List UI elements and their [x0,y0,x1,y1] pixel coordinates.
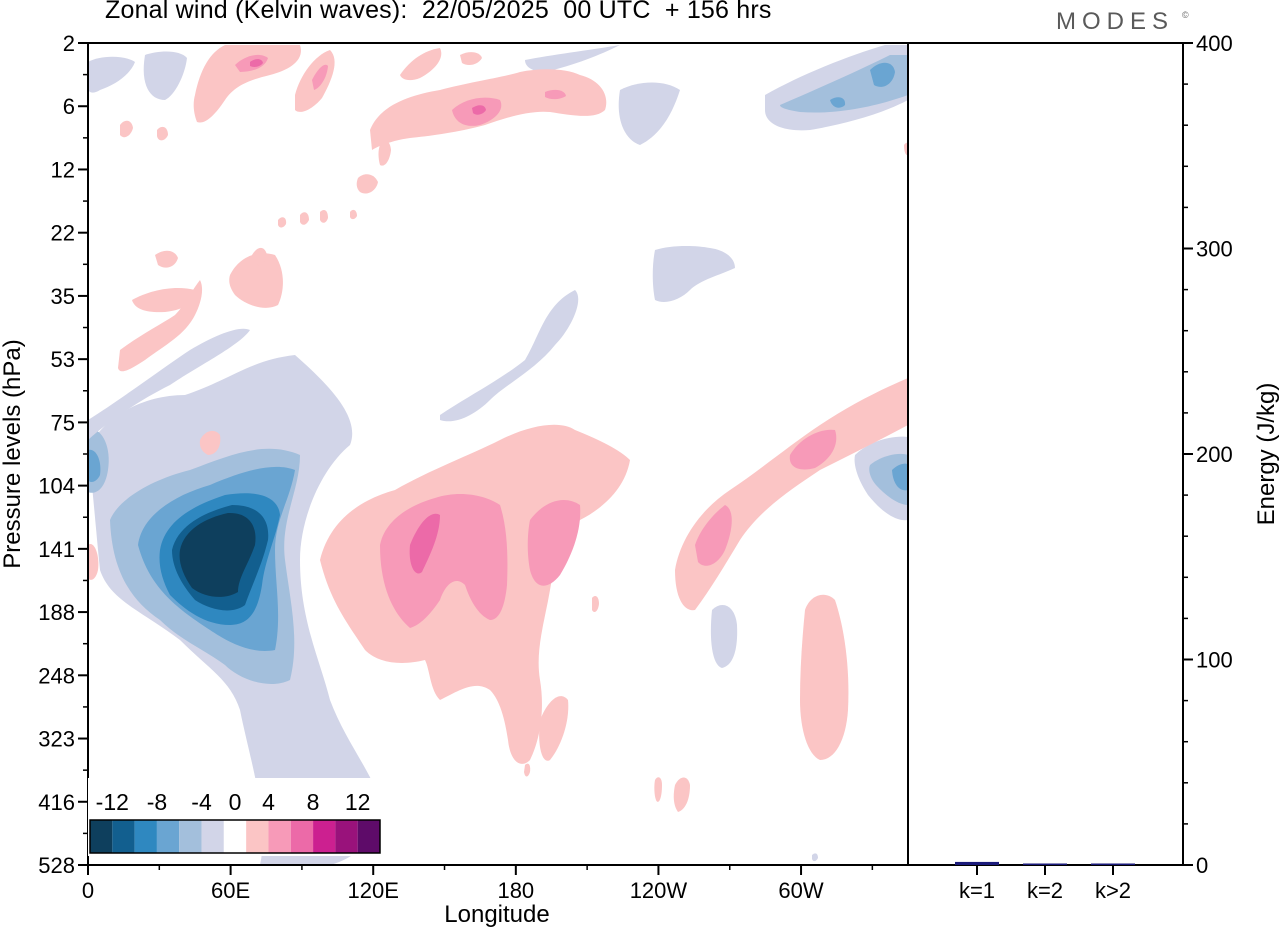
colorbar-swatch [357,820,380,853]
chart-title: Zonal wind (Kelvin waves): 22/05/2025 00… [105,0,772,24]
colorbar-swatch [179,820,202,853]
energy-category-label: k=2 [1027,878,1063,903]
x-tick-label: 60W [778,878,823,903]
x-tick-label: 120E [348,878,399,903]
energy-tick-label: 300 [1196,237,1233,262]
y-tick-label: 528 [38,853,75,878]
colorbar-swatch [134,820,157,853]
colorbar-label: 0 [229,789,242,815]
energy-axis: 0 100 200 300 400 [1183,31,1233,878]
y-tick-label: 323 [38,727,75,752]
colorbar-swatch [290,820,314,853]
colorbar-frame [89,819,381,854]
brand-copyright-mark: © [1182,10,1189,20]
y-axis-title: Pressure levels (hPa) [0,339,26,568]
colorbar-label: -4 [191,789,212,815]
energy-tick-label: 200 [1196,442,1233,467]
colorbar-swatch [313,820,336,853]
colorbar-swatch [156,820,180,853]
energy-bars: k=1 k=2 k>2 [955,861,1135,903]
energy-bar-1 [1023,863,1067,865]
contour-field [88,45,908,865]
longitude-axis: 0 60E 120E 180 120W 60W [82,865,874,903]
y-tick-label: 416 [38,790,75,815]
colorbar-label: -8 [147,789,167,815]
colorbar-legend: -12 -8 -4 0 4 8 12 [88,778,384,856]
energy-tick-label: 0 [1196,853,1208,878]
positive-anomaly-contours [88,45,908,823]
y-tick-label: 12 [51,157,75,182]
colorbar-swatch [112,820,135,853]
y-tick-label: 35 [51,284,75,309]
negative-anomaly-contours [88,45,908,865]
colorbar-label: 12 [345,789,371,815]
x-tick-label: 0 [82,878,94,903]
energy-axis-title: Energy (J/kg) [1253,383,1280,526]
energy-tick-label: 100 [1196,648,1233,673]
x-tick-label: 60E [211,878,250,903]
colorbar-swatch [201,820,224,853]
colorbar-swatch [223,820,247,853]
energy-category-label: k>2 [1095,878,1131,903]
x-tick-label: 180 [497,878,534,903]
energy-bar-0 [955,861,999,865]
energy-bar-2 [1091,863,1135,865]
y-tick-label: 75 [51,410,75,435]
y-tick-label: 53 [51,347,75,372]
y-tick-label: 2 [63,31,75,56]
y-tick-label: 248 [38,663,75,688]
colorbar-label: -12 [96,789,129,815]
negative-speck [812,853,818,862]
colorbar-label: 4 [262,789,275,815]
energy-tick-label: 400 [1196,31,1233,56]
y-tick-label: 22 [51,221,75,246]
colorbar-swatch [90,820,113,853]
colorbar-swatch [268,820,291,853]
y-tick-label: 188 [38,600,75,625]
y-tick-label: 141 [38,537,75,562]
y-tick-label: 6 [63,94,75,119]
colorbar-swatch [335,820,358,853]
brand-logo: MODES [1056,8,1175,35]
y-tick-label: 104 [38,474,75,499]
colorbar-swatch [246,820,269,853]
pressure-axis: 2 6 12 22 35 53 75 104 141 188 248 323 416 528 [38,31,88,878]
energy-category-label: k=1 [959,878,995,903]
colorbar-label: 8 [307,789,320,815]
x-tick-label: 120W [630,878,688,903]
x-axis-title: Longitude [444,901,549,928]
